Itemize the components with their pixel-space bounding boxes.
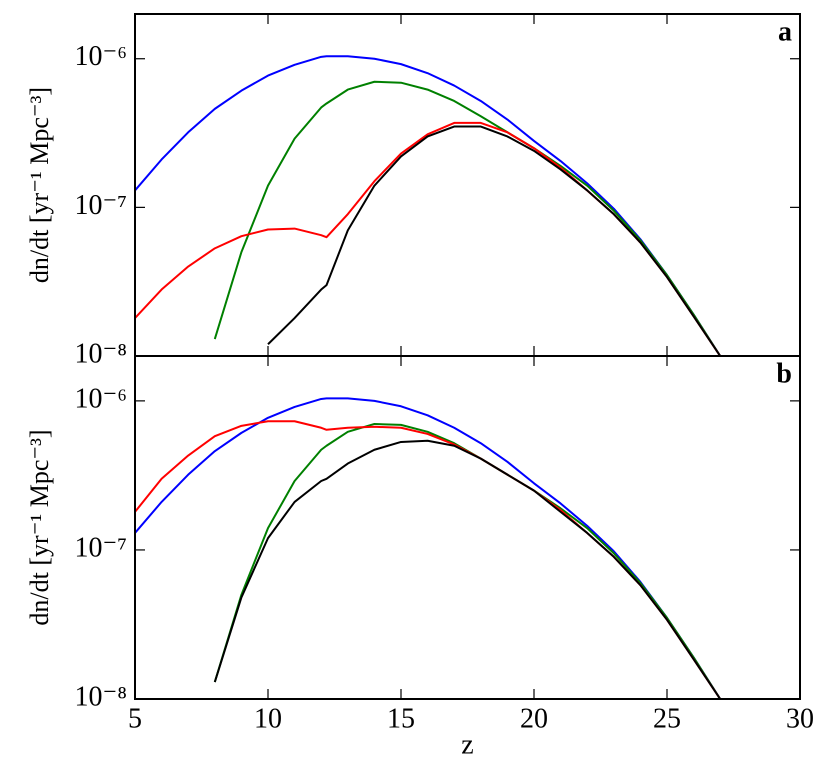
series-line	[213, 80, 722, 356]
x-tick-label: 30	[786, 703, 814, 734]
series-line	[267, 125, 722, 356]
y-tick-label: 10⁻⁷	[74, 190, 127, 221]
y-axis-label: dn/dt [yr⁻¹ Mpc⁻³]	[25, 87, 54, 283]
x-axis-label: z	[461, 729, 473, 760]
x-tick-label: 20	[520, 703, 548, 734]
x-tick-label: 25	[653, 703, 681, 734]
y-axis-label: dn/dt [yr⁻¹ Mpc⁻³]	[25, 429, 54, 625]
plot-frame	[134, 355, 801, 700]
y-tick-label: 10⁻⁶	[74, 383, 127, 414]
x-tick-label: 15	[387, 703, 415, 734]
y-tick-label: 10⁻⁷	[74, 532, 127, 563]
series-line	[135, 55, 722, 356]
series-line	[135, 397, 722, 699]
x-tick-label: 10	[254, 703, 282, 734]
x-tick-label: 5	[128, 703, 142, 734]
y-tick-label: 10⁻⁸	[74, 338, 127, 369]
series-line	[213, 422, 722, 699]
series-line	[213, 439, 722, 699]
y-tick-label: 10⁻⁶	[74, 41, 127, 72]
plot-frame	[134, 13, 801, 357]
y-tick-label: 10⁻⁸	[74, 681, 127, 712]
series-line	[135, 121, 722, 356]
panel-label: b	[776, 358, 792, 389]
panel-label: a	[778, 16, 792, 47]
